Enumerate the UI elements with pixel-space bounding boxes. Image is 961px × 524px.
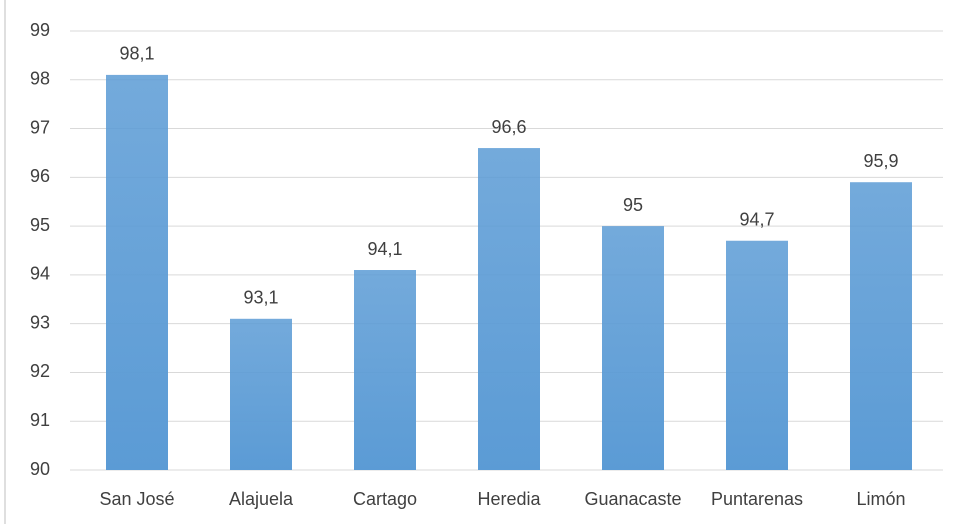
- y-tick-label: 96: [30, 166, 50, 186]
- data-label: 93,1: [243, 288, 278, 308]
- x-tick-label: Alajuela: [229, 489, 294, 509]
- data-label: 94,1: [367, 239, 402, 259]
- bar: [106, 74, 168, 471]
- data-label: 95,9: [863, 151, 898, 171]
- x-tick-label: Heredia: [477, 489, 541, 509]
- bar: [850, 182, 912, 470]
- bar: [478, 148, 540, 471]
- bar: [230, 318, 292, 470]
- y-tick-label: 95: [30, 215, 50, 235]
- x-tick-label: Guanacaste: [584, 489, 681, 509]
- data-label: 98,1: [119, 44, 154, 64]
- y-tick-label: 92: [30, 361, 50, 381]
- x-tick-label: Puntarenas: [711, 489, 803, 509]
- y-tick-label: 91: [30, 410, 50, 430]
- y-tick-label: 98: [30, 69, 50, 89]
- bar: [602, 226, 664, 470]
- y-tick-label: 93: [30, 312, 50, 332]
- data-label: 96,6: [491, 117, 526, 137]
- bar: [726, 240, 788, 470]
- y-tick-label: 99: [30, 20, 50, 40]
- x-tick-label: San José: [99, 489, 174, 509]
- x-tick-label: Limón: [856, 489, 905, 509]
- data-label: 95: [623, 195, 643, 215]
- x-tick-label: Cartago: [353, 489, 417, 509]
- y-tick-label: 94: [30, 264, 50, 284]
- data-label: 94,7: [739, 209, 774, 229]
- bar: [354, 270, 416, 470]
- y-tick-label: 97: [30, 117, 50, 137]
- y-tick-label: 90: [30, 459, 50, 479]
